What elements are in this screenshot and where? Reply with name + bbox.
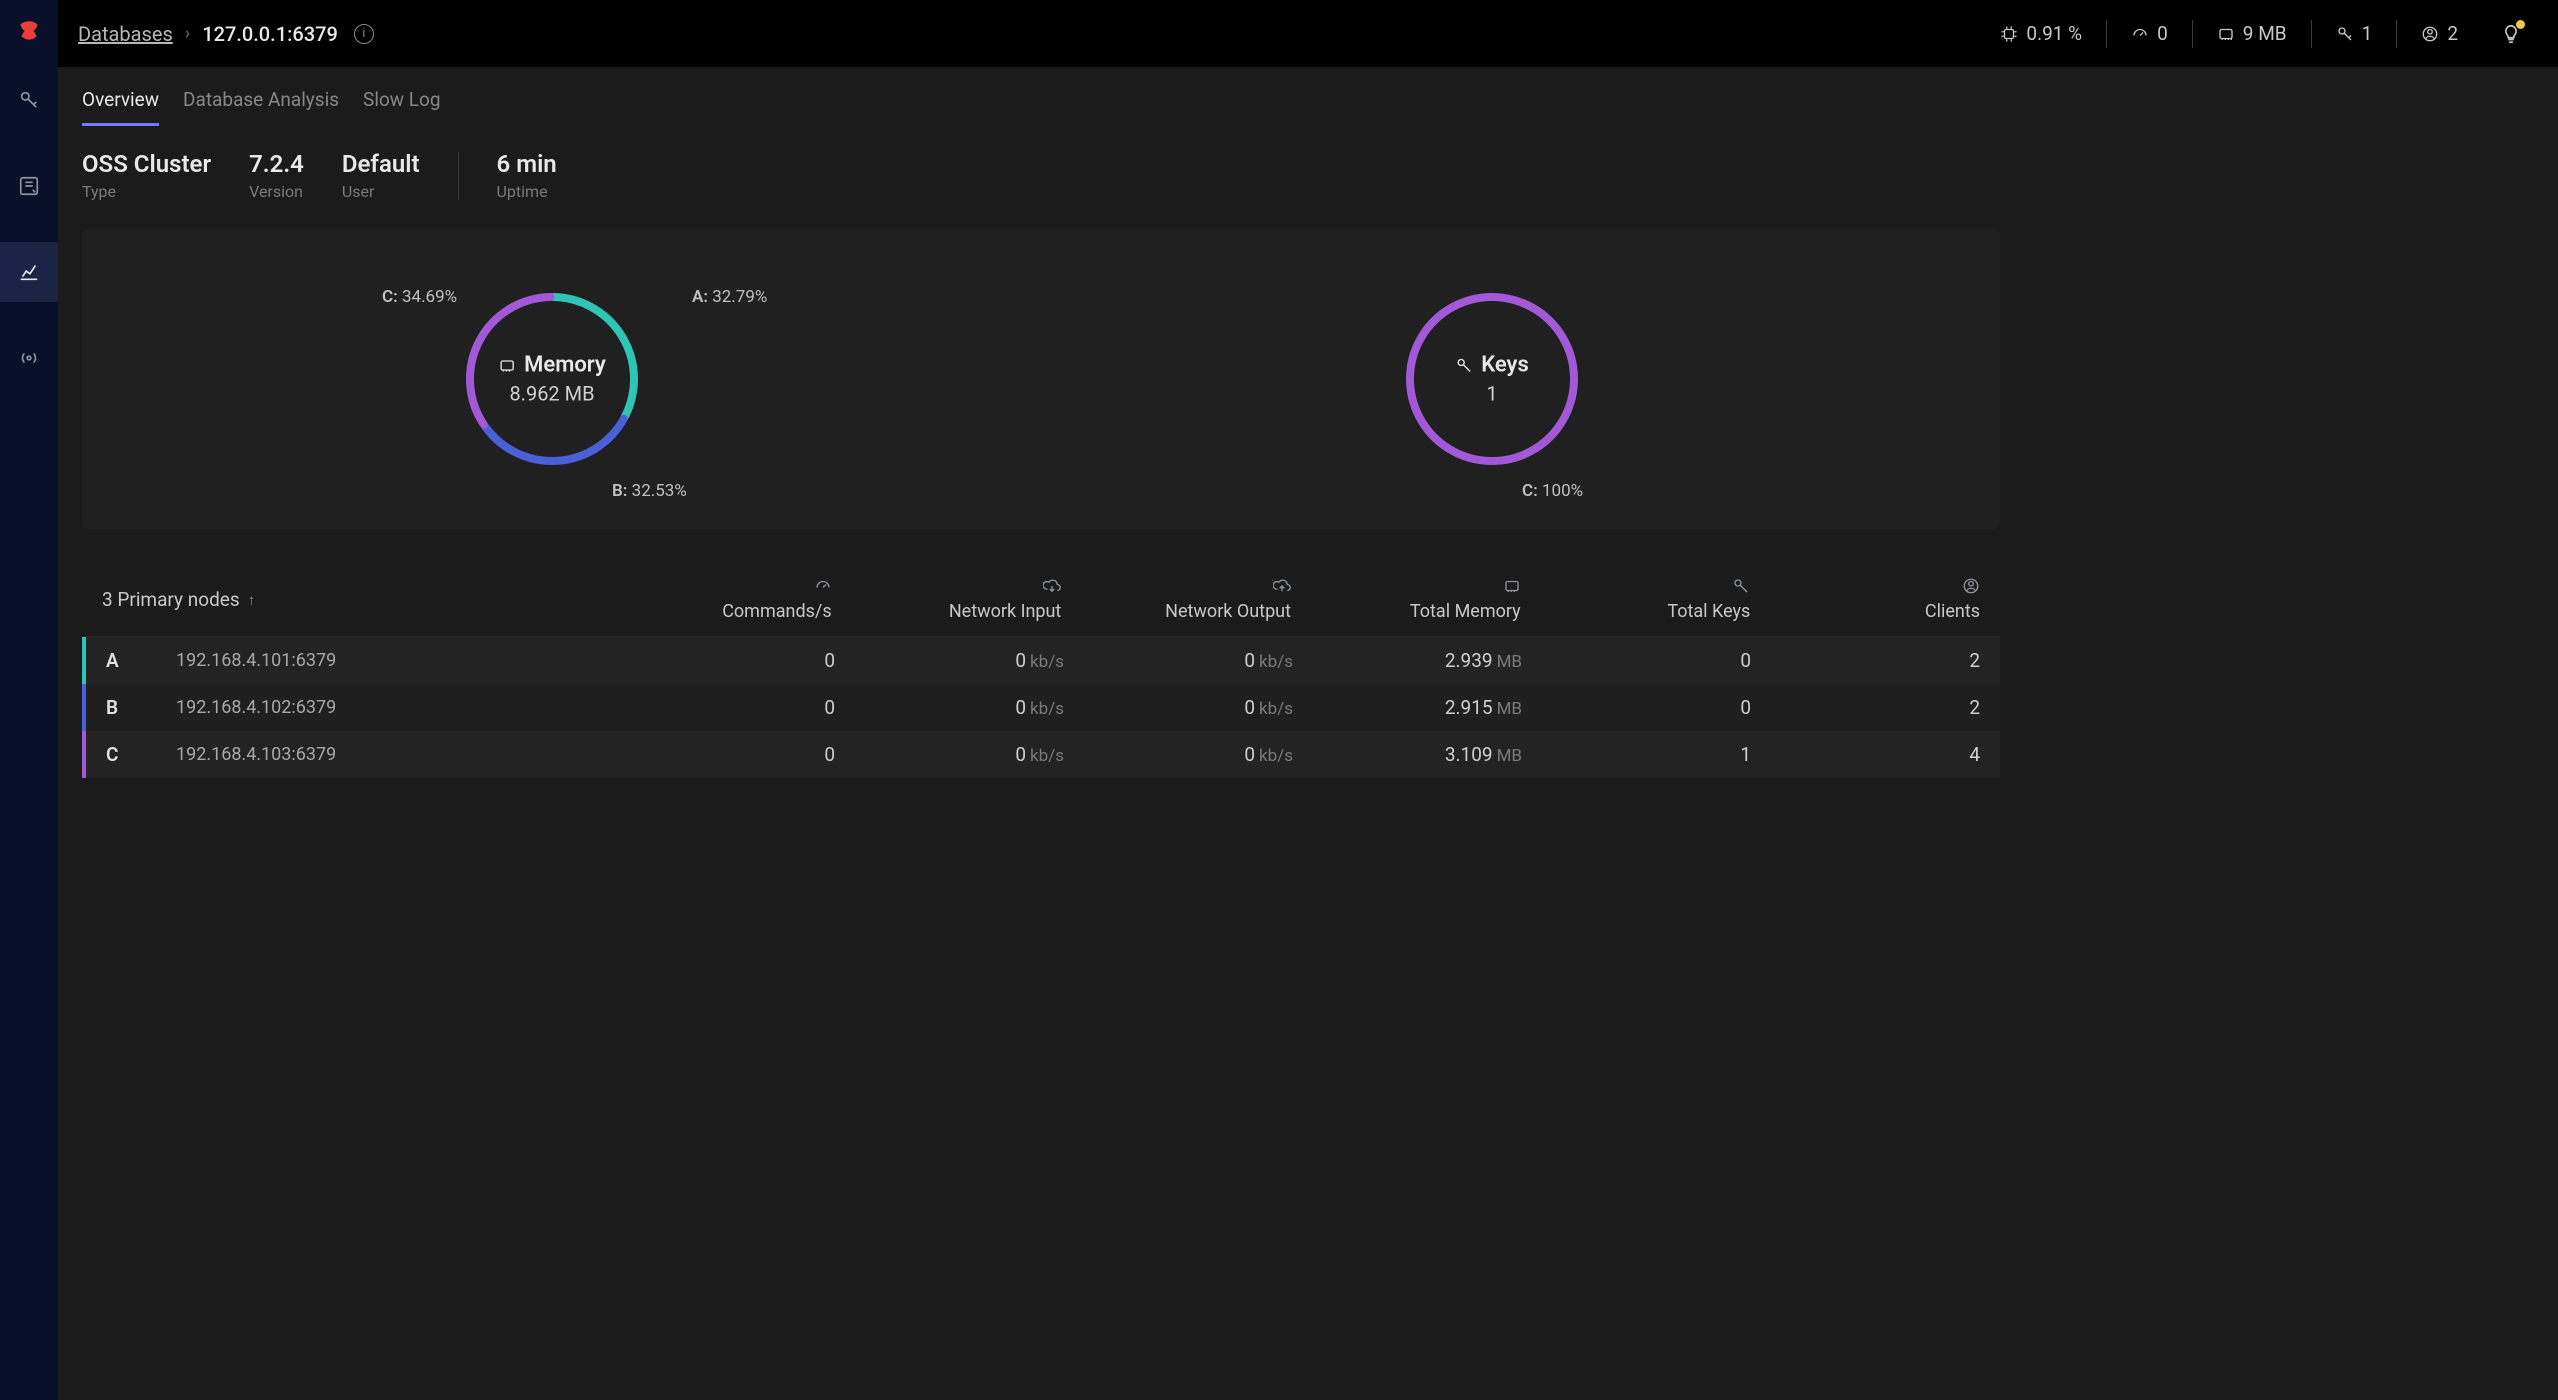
memory-donut-title: Memory (524, 353, 606, 378)
node-letter: B (106, 696, 176, 719)
tab-slow-log[interactable]: Slow Log (363, 88, 440, 126)
node-letter: A (106, 649, 176, 672)
stat-clients: 2 (2421, 22, 2458, 45)
memory-slice-b-label: B: 32.53% (612, 481, 687, 501)
node-address: 192.168.4.103:6379 (176, 744, 606, 765)
cell-commands: 0 (606, 696, 835, 719)
stat-keys: 1 (2336, 22, 2373, 45)
cell-net-out: 0kb/s (1064, 649, 1293, 672)
topbar-stats: 0.91 % 0 9 MB 1 (2000, 20, 2522, 48)
nodes-table-header: 3 Primary nodes ↑ Commands/s Network Inp… (82, 561, 2000, 637)
memory-slice-c-label: C: 34.69% (382, 287, 457, 307)
col-header-nodes[interactable]: 3 Primary nodes ↑ (102, 588, 602, 611)
gauge-icon (814, 577, 832, 595)
upload-cloud-icon (1273, 577, 1291, 595)
cell-total-keys: 1 (1522, 743, 1751, 766)
cluster-info: OSS Cluster Type 7.2.4 Version Default U… (82, 126, 2534, 229)
keys-slice-c-label: C: 100% (1522, 481, 1583, 501)
memory-icon (2217, 25, 2235, 43)
info-version: 7.2.4 Version (249, 150, 304, 201)
sidebar-item-keys[interactable] (0, 70, 58, 130)
cell-total-keys: 0 (1522, 696, 1751, 719)
info-type: OSS Cluster Type (82, 150, 211, 201)
stat-commands: 0 (2131, 22, 2168, 45)
table-row[interactable]: B192.168.4.102:637900kb/s0kb/s2.915MB02 (82, 684, 2000, 731)
sort-arrow-up-icon: ↑ (248, 591, 256, 609)
tab-overview[interactable]: Overview (82, 88, 159, 126)
info-icon[interactable]: i (354, 24, 374, 44)
topbar: Databases › 127.0.0.1:6379 i 0.91 % 0 (58, 0, 2558, 68)
node-address: 192.168.4.102:6379 (176, 697, 606, 718)
cell-clients: 2 (1751, 696, 1980, 719)
breadcrumb-current: 127.0.0.1:6379 (202, 22, 338, 46)
col-header-clients: Clients (1750, 577, 1980, 622)
key-icon (1732, 577, 1750, 595)
cell-net-out: 0kb/s (1064, 696, 1293, 719)
sidebar-item-pubsub[interactable] (0, 328, 58, 388)
chevron-right-icon: › (185, 23, 190, 44)
donut-card: Memory 8.962 MB A: 32.79% B: 32.53% C: 3… (82, 229, 2000, 529)
sidebar (0, 0, 58, 1400)
node-letter: C (106, 743, 176, 766)
cell-net-in: 0kb/s (835, 696, 1064, 719)
memory-slice-a-label: A: 32.79% (692, 287, 767, 307)
user-icon (2421, 25, 2439, 43)
cell-net-out: 0kb/s (1064, 743, 1293, 766)
table-row[interactable]: A192.168.4.101:637900kb/s0kb/s2.939MB02 (82, 637, 2000, 684)
col-header-net-in: Network Input (832, 577, 1062, 622)
key-icon (2336, 25, 2354, 43)
download-cloud-icon (1043, 577, 1061, 595)
info-uptime: 6 min Uptime (497, 150, 557, 201)
col-header-net-out: Network Output (1061, 577, 1291, 622)
notifications-button[interactable] (2500, 23, 2522, 45)
cpu-icon (2000, 25, 2018, 43)
node-address: 192.168.4.101:6379 (176, 650, 606, 671)
memory-donut: Memory 8.962 MB A: 32.79% B: 32.53% C: 3… (122, 261, 982, 497)
table-row[interactable]: C192.168.4.103:637900kb/s0kb/s3.109MB14 (82, 731, 2000, 778)
tab-database-analysis[interactable]: Database Analysis (183, 88, 339, 126)
key-icon (1455, 356, 1473, 374)
stat-cpu: 0.91 % (2000, 22, 2082, 45)
col-header-commands: Commands/s (602, 577, 832, 622)
col-header-total-memory: Total Memory (1291, 577, 1521, 622)
cell-clients: 4 (1751, 743, 1980, 766)
sidebar-item-analytics[interactable] (0, 242, 58, 302)
keys-donut-title: Keys (1481, 353, 1529, 378)
memory-icon (498, 356, 516, 374)
cell-net-in: 0kb/s (835, 743, 1064, 766)
stat-memory: 9 MB (2217, 22, 2287, 45)
cell-total-memory: 3.109MB (1293, 743, 1522, 766)
keys-donut-total: 1 (1455, 382, 1529, 406)
memory-donut-total: 8.962 MB (498, 382, 606, 406)
cell-total-memory: 2.915MB (1293, 696, 1522, 719)
cell-clients: 2 (1751, 649, 1980, 672)
cell-total-memory: 2.939MB (1293, 649, 1522, 672)
breadcrumb: Databases › 127.0.0.1:6379 i (78, 22, 374, 46)
cell-commands: 0 (606, 649, 835, 672)
cell-total-keys: 0 (1522, 649, 1751, 672)
keys-donut: Keys 1 C: 100% (1062, 261, 1922, 497)
col-header-total-keys: Total Keys (1521, 577, 1751, 622)
nodes-table: 3 Primary nodes ↑ Commands/s Network Inp… (82, 561, 2000, 778)
memory-icon (1503, 577, 1521, 595)
tabs: Overview Database Analysis Slow Log (82, 68, 2534, 126)
breadcrumb-root[interactable]: Databases (78, 22, 173, 46)
redis-logo-icon[interactable] (16, 18, 42, 44)
sidebar-item-workbench[interactable] (0, 156, 58, 216)
cell-commands: 0 (606, 743, 835, 766)
info-user: Default User (342, 150, 420, 201)
gauge-icon (2131, 25, 2149, 43)
cell-net-in: 0kb/s (835, 649, 1064, 672)
user-icon (1962, 577, 1980, 595)
